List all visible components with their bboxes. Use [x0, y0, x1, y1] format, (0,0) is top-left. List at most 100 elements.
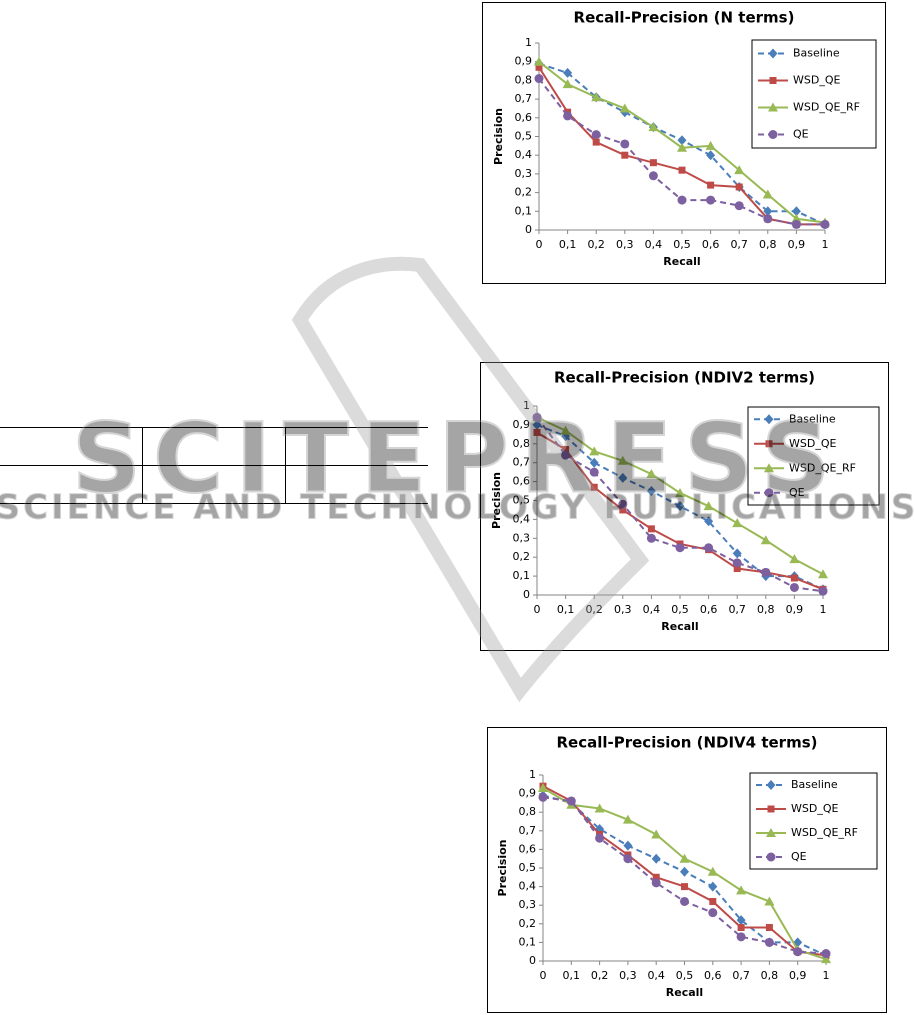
y-tick-label: 0,5 [513, 494, 531, 507]
marker [646, 533, 656, 543]
marker [790, 574, 798, 582]
legend-label: QE [793, 128, 809, 141]
y-tick-label: 0,4 [519, 880, 537, 893]
y-tick-label: 0,3 [513, 531, 531, 544]
marker [619, 103, 630, 113]
legend-label: WSD_QE_RF [791, 826, 858, 839]
marker [595, 833, 605, 843]
y-tick-label: 0,6 [513, 475, 531, 488]
legend-label: WSD_QE_RF [789, 461, 856, 474]
table-cell [285, 427, 428, 466]
x-tick-label: 0,7 [730, 238, 748, 251]
marker [680, 896, 689, 906]
marker [648, 171, 658, 181]
marker [768, 48, 778, 59]
y-tick-label: 0,9 [515, 55, 533, 68]
x-tick-label: 0,4 [645, 238, 663, 251]
x-tick-label: 0 [534, 603, 541, 616]
x-tick-label: 0,6 [704, 969, 722, 982]
marker [763, 214, 773, 224]
marker [678, 166, 686, 174]
marker [736, 932, 746, 942]
marker [646, 469, 657, 479]
y-tick-label: 1 [523, 399, 530, 412]
chart: Recall-Precision (N terms) 0 0,1 0,2 0,3 0,4 0… [482, 2, 886, 284]
x-tick-label: 0,9 [788, 238, 806, 251]
marker [623, 840, 633, 851]
chart: Recall-Precision (NDIV4 terms) 0 0,1 0,2 0,3… [487, 727, 887, 1013]
y-tick-label: 0 [529, 954, 536, 967]
marker [649, 159, 657, 167]
x-tick-label: 0,6 [700, 603, 718, 616]
x-axis-label: Recall [666, 986, 703, 999]
y-tick-label: 0,1 [515, 204, 533, 217]
x-tick-label: 0,2 [591, 969, 609, 982]
y-tick-label: 0,4 [513, 512, 531, 525]
marker [538, 783, 548, 793]
marker [622, 814, 633, 824]
y-axis-label: Precision [492, 108, 505, 165]
marker [766, 780, 776, 790]
table-cell [142, 465, 286, 504]
x-tick-label: 0,7 [728, 603, 746, 616]
marker [760, 535, 771, 545]
x-tick-label: 0,2 [585, 603, 603, 616]
marker [736, 915, 746, 926]
marker [704, 516, 714, 527]
marker [621, 151, 629, 159]
x-tick-label: 0,2 [587, 238, 605, 251]
marker [534, 74, 544, 84]
x-tick-label: 0,7 [732, 969, 750, 982]
marker [591, 130, 601, 140]
x-tick-label: 0,3 [616, 238, 634, 251]
marker [764, 488, 774, 498]
marker [563, 67, 573, 78]
marker [680, 866, 689, 877]
x-tick-label: 0 [536, 238, 543, 251]
marker [617, 455, 628, 465]
y-tick-label: 0,2 [515, 186, 533, 199]
legend-label: WSD_QE [793, 74, 840, 87]
legend-label: Baseline [791, 778, 838, 791]
marker [646, 486, 656, 497]
marker [535, 63, 543, 71]
marker [789, 554, 800, 564]
marker [563, 111, 573, 121]
marker [589, 446, 600, 456]
marker [768, 130, 778, 139]
marker [538, 792, 548, 802]
legend-label: WSD_QE_RF [793, 101, 860, 114]
marker [769, 77, 777, 84]
y-tick-label: 0,2 [519, 917, 537, 930]
legend-label: WSD_QE [789, 437, 836, 450]
marker [765, 440, 773, 448]
marker [707, 181, 715, 189]
marker [618, 472, 628, 483]
marker [821, 949, 831, 959]
marker [648, 122, 659, 132]
legend-label: WSD_QE [791, 802, 838, 815]
series-line [536, 416, 824, 593]
marker [768, 102, 778, 112]
marker [737, 924, 745, 932]
y-tick-label: 0,7 [513, 456, 531, 469]
marker [675, 543, 685, 553]
marker [818, 569, 828, 579]
marker [677, 135, 687, 146]
marker [590, 483, 598, 491]
marker [791, 213, 802, 223]
marker [561, 450, 571, 460]
watermark-subtitle: SCIENCE AND TECHNOLOGY PUBLICATIONS [0, 488, 915, 528]
marker [767, 805, 775, 813]
marker [734, 201, 744, 211]
x-tick-label: 0,9 [786, 603, 804, 616]
x-tick-label: 1 [822, 238, 829, 251]
marker [793, 947, 803, 957]
marker [652, 873, 660, 881]
marker [708, 908, 718, 918]
x-tick-label: 1 [823, 969, 830, 982]
marker [703, 501, 714, 511]
chart-title: Recall-Precision (N terms) [574, 9, 795, 27]
y-tick-label: 0,6 [519, 842, 537, 855]
